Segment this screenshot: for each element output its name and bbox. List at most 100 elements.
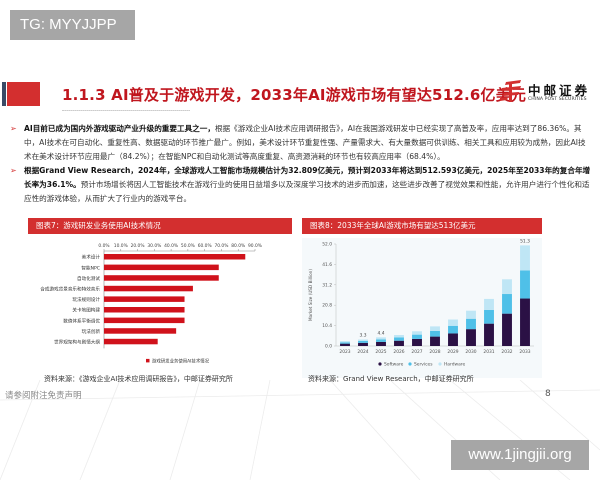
x-tick-label: 50.0% [181,243,195,249]
page-title: 1.1.3 AI普及于游戏开发，2033年AI游戏市场有望达512.6亿美元 [62,86,527,104]
bar-segment-hardware [394,335,404,338]
bar-segment-hardware [430,326,440,331]
company-logo: 中邮证券 CHINA POST SECURITIES [500,80,595,108]
bar-segment-software [484,323,494,346]
bar-segment-hardware [412,331,422,335]
category-label: 数值体系平衡调优 [63,317,100,324]
y-tick-label: 0.0 [325,344,332,350]
bar [104,275,219,281]
bullet-bold-lead: 根据Grand View Research，2024年，全球游戏人工智能市场规模… [24,166,591,189]
x-tick-label: 10.0% [114,243,128,249]
chart7-container: 图表7：游戏研发业务使用AI技术情况 0.0% 10.0% 20.0% 30.0% 40… [28,218,292,398]
legend-swatch [146,358,150,363]
bullet-text: 预计市场增长将因人工智能技术在游戏行业的使用日益增多以及深度学习技术的进步而加速… [24,180,590,203]
bar-segment-services [502,294,512,314]
x-tick-label: 2029 [447,349,458,355]
x-tick-label: 30.0% [147,243,161,249]
legend-swatch [438,362,442,366]
watermark-top: TG: MYYJJPP [10,10,135,40]
bar-segment-services [484,309,494,324]
bar-segment-services [376,339,386,342]
bar-segment-hardware [358,339,368,341]
china-post-logo-icon [500,80,521,102]
page-number: 8 [545,389,551,399]
title-divider [62,110,190,111]
x-tick-label: 2033 [519,349,530,355]
legend-label: Services [414,362,433,368]
title-marker-red [7,82,40,106]
bullet-arrow-icon: ➢ [10,166,17,175]
bar-segment-software [520,298,530,346]
legend-swatch [408,362,412,366]
x-tick-label: 2025 [375,349,386,355]
x-tick-label: 80.0% [231,243,245,249]
bar [104,254,246,260]
bar-segment-hardware [484,298,494,310]
bar-segment-services [394,337,404,341]
total-label: 3.3 [360,333,367,339]
x-tick-label: 70.0% [214,243,228,249]
watermark-bottom: www.1jingjii.org [451,440,589,470]
category-label: 世界观架构与剧情大纲 [54,339,100,346]
category-label: 智能NPC [81,264,100,271]
chart7-bar-chart: 0.0% 10.0% 20.0% 30.0% 40.0% 50.0% 60.0% 70.0% 8… [40,243,262,364]
chart7-source: 资料来源：《游戏企业AI技术应用调研报告》，中邮证券研究所 [44,375,233,383]
x-tick-label: 2026 [393,349,404,355]
bar-segment-software [376,341,386,346]
bar [104,264,219,271]
category-label: 美术设计 [82,254,101,261]
chart8-header: 图表8：2033年全球AI游戏市场有望达513亿美元 [302,218,542,234]
bar-segment-hardware [448,319,458,326]
bar-segment-services [520,270,530,299]
category-label: 关卡地图构建 [72,307,100,314]
x-tick-label: 40.0% [164,243,178,249]
bar-segment-services [430,330,440,337]
category-label: 玩法规则设计 [72,296,100,303]
total-label: 51.3 [520,238,530,244]
x-tick-label: 2028 [429,349,440,355]
y-tick-label: 20.8 [322,303,332,309]
bar [104,285,193,292]
bullet-item: ➢ AI目前已成为国内外游戏驱动产业升级的重要工具之一，根据《游戏企业AI技术应… [8,122,593,164]
bar-segment-software [394,340,404,346]
x-tick-label: 2030 [465,349,476,355]
bar [104,328,177,334]
disclaimer-note: 请参阅附注免责声明 [5,391,82,401]
total-label: 4.4 [378,330,385,336]
chart8-stacked-bar-chart: 0.0 10.4 20.8 31.2 41.6 52.0 Market Size (USD … [302,238,542,378]
bar-segment-services [448,325,458,334]
bar-segment-software [358,342,368,346]
x-tick-label: 60.0% [198,243,212,249]
legend-label: 游戏研发业务使用AI技术情况 [152,357,210,364]
x-tick-label: 2031 [483,349,494,355]
y-tick-label: 52.0 [322,242,332,248]
logo-chinese-text: 中邮证券 [528,83,591,98]
bar-segment-software [502,313,512,346]
bar-segment-software [412,338,422,346]
bar [104,307,185,313]
bar-segment-hardware [502,279,512,295]
bullet-bold-lead: AI目前已成为国内外游戏驱动产业升级的重要工具之一， [24,124,215,133]
bar [104,317,185,324]
x-tick-label: 2023 [339,349,350,355]
y-tick-label: 10.4 [322,323,332,329]
x-tick-label: 20.0% [131,243,145,249]
legend-label: Hardware [444,362,465,368]
y-tick-label: 41.6 [322,262,332,268]
bar-segment-hardware [466,310,476,319]
y-axis-label: Market Size (USD Billion) [308,269,313,321]
bar-segment-services [412,334,422,339]
bullet-item: ➢ 根据Grand View Research，2024年，全球游戏人工智能市场… [8,164,593,206]
y-tick-label: 31.2 [322,282,332,288]
bar-segment-services [358,340,368,343]
bar-segment-software [430,336,440,346]
bar-segment-software [466,329,476,346]
legend-label: Software [384,362,404,368]
x-tick-label: 90.0% [248,243,262,249]
title-marker-dark [2,82,6,106]
bar [104,338,158,345]
x-tick-label: 0.0% [98,243,109,249]
chart7-header: 图表7：游戏研发业务使用AI技术情况 [28,218,292,234]
chart8-container: 图表8：2033年全球AI游戏市场有望达513亿美元 0.0 10.4 20.8 31… [302,218,542,398]
bar-segment-services [466,318,476,330]
